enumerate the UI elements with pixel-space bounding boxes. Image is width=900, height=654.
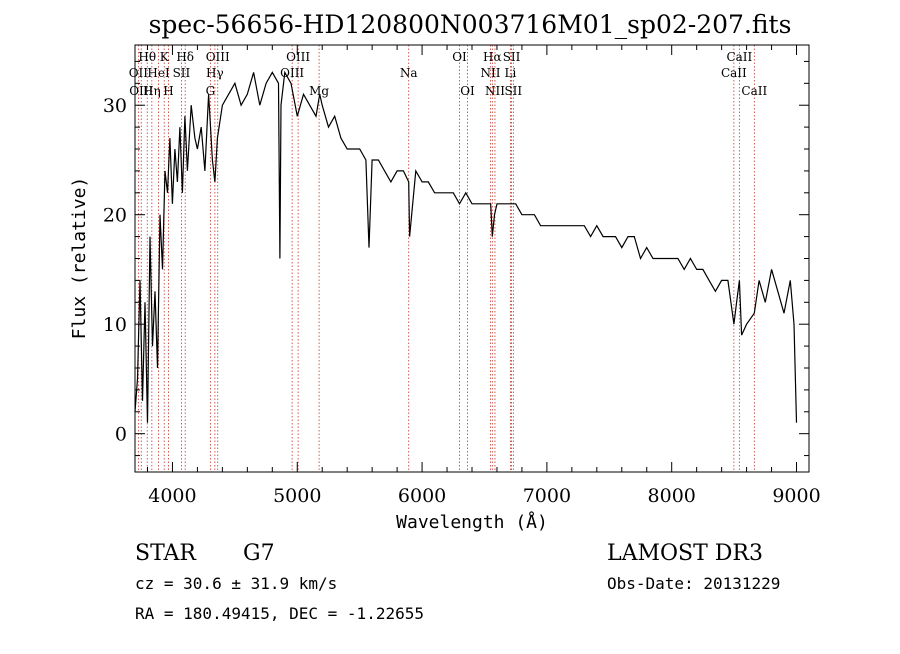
flux-series-line [134,70,798,423]
x-tick-label: 4000 [148,485,196,507]
spectral-line-label: OI [460,84,475,98]
x-axis-label: Wavelength (Å) [396,511,548,533]
x-tick-label: 6000 [398,485,446,507]
spectral-line-label: OIII [280,66,304,80]
spectral-line-label: CaII [726,50,752,64]
plot-frame [134,44,810,473]
x-tick-label: 5000 [273,485,321,507]
obs-date-text: Obs-Date: 20131229 [607,574,780,593]
spectral-line-label: OIII [206,50,230,64]
spectral-line-label: Hδ [176,50,194,64]
redshift-text: cz = 30.6 ± 31.9 km/s [135,574,337,593]
object-subclass: G7 [243,541,275,566]
y-tick-label: 20 [103,205,127,227]
x-axis-ticks: 4000 5000 6000 7000 8000 9000 [146,45,821,507]
spectral-line-label: OI [452,50,467,64]
y-axis-label: Flux (relative) [69,177,90,340]
spectral-line-label: Mg [309,84,329,98]
x-tick-label: 8000 [648,485,696,507]
chart-title: spec-56656-HD120800N003716M01_sp02-207.f… [149,10,792,39]
survey-name: LAMOST DR3 [607,541,763,566]
spectral-line-label: Hγ [206,66,224,80]
spectral-line-label: CaII [741,84,767,98]
spectral-line-markers [137,45,755,472]
spectral-line-labels: HθOIIOIIIKHeIHηHδSIIHOIIIHγGOIIIOIIIMgNa… [129,50,768,98]
y-tick-label: 30 [103,95,127,117]
spectral-line-label: CaII [721,66,747,80]
spectral-line-label: SII [173,66,191,80]
spectral-line-label: Hη [143,84,161,98]
x-tick-label: 7000 [523,485,571,507]
spectral-line-label: HeI [147,66,170,80]
y-tick-label: 10 [103,314,127,336]
spectral-line-label: K [160,50,170,64]
spectral-line-label: Li [505,66,517,80]
spectral-line-label: G [206,84,216,98]
spectral-line-label: OII [129,66,149,80]
spectral-line-label: Hθ [138,50,156,64]
spectral-line-label: SII [504,84,522,98]
spectral-line-label: Hα [483,50,502,64]
spectral-line-label: NII [480,66,500,80]
coordinates-text: RA = 180.49415, DEC = -1.22655 [135,604,424,623]
object-class: STAR [135,541,197,566]
spectral-line-label: SII [503,50,521,64]
y-axis-ticks: 0 10 20 30 [103,60,809,457]
spectral-line-label: NII [485,84,505,98]
x-tick-label: 9000 [772,485,820,507]
spectral-line-label: OIII [286,50,310,64]
spectral-line-label: Na [400,66,418,80]
y-tick-label: 0 [115,424,127,446]
spectral-line-label: H [163,84,173,98]
